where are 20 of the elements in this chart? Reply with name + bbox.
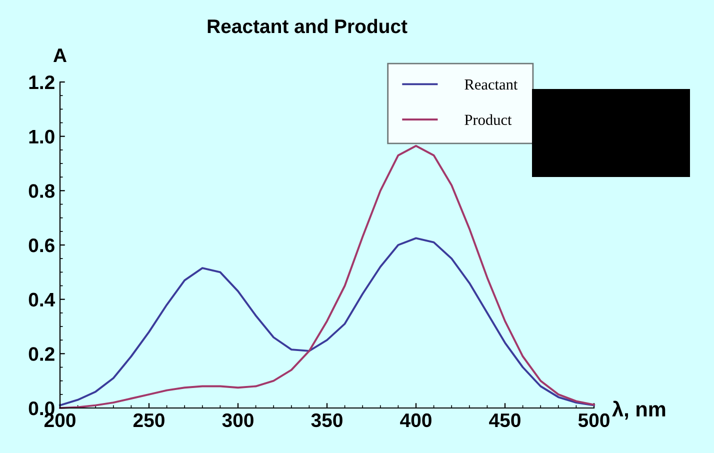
legend-label: Reactant	[464, 80, 518, 90]
y-tick-label: 0.4	[28, 292, 56, 307]
y-tick-label: 1.0	[29, 130, 54, 144]
y-tick-label: 1.2	[29, 75, 54, 90]
y-tick-label: 0.2	[28, 347, 54, 361]
y-tick-label: 0.8	[28, 184, 55, 198]
chart-title: Reactant and Product	[208, 18, 408, 34]
y-axis-title: A	[53, 48, 67, 62]
legend-label: Product	[464, 114, 512, 126]
x-axis-title: λ, nm	[612, 400, 666, 420]
x-tick-label: 450	[489, 413, 520, 428]
y-tick-label: 0.0	[28, 401, 54, 416]
y-tick-label: 0.6	[28, 238, 54, 252]
x-tick-label: 300	[222, 413, 254, 428]
x-tick-label: 250	[133, 413, 164, 428]
x-tick-label: 350	[311, 413, 342, 428]
x-tick-label: 200	[44, 413, 76, 428]
line-series	[59, 237, 595, 406]
x-tick-label: 400	[400, 413, 432, 428]
x-tick-label: 500	[578, 413, 610, 428]
